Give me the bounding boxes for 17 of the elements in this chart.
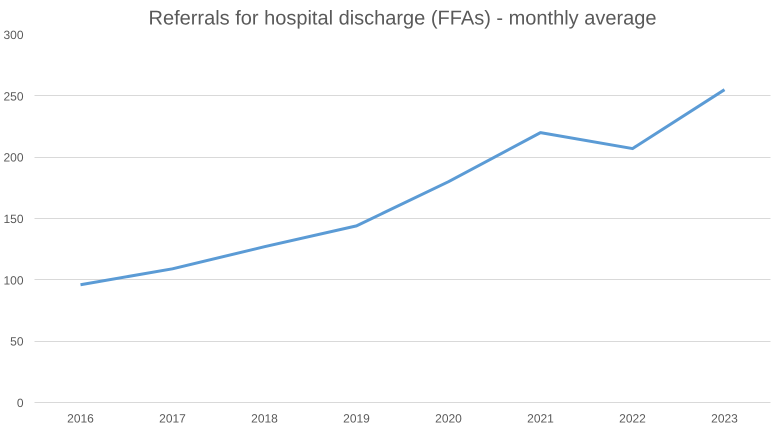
y-tick-label: 50 [10,334,24,349]
y-tick-label: 300 [3,28,24,42]
y-tick-label: 0 [16,396,24,410]
x-tick-label: 2023 [711,412,738,426]
y-tick-label: 150 [3,212,24,226]
x-tick-label: 2022 [619,412,646,426]
y-tick-label: 200 [3,150,24,165]
y-tick-label: 250 [3,89,24,104]
x-tick-label: 2016 [67,412,94,426]
line-series [79,88,726,286]
x-tick-label: 2017 [159,412,186,426]
x-tick-label: 2021 [527,412,554,426]
x-tick-label: 2019 [343,412,370,426]
chart-title: Referrals for hospital discharge (FFAs) - monthly average [148,8,656,30]
x-tick-label: 2018 [251,412,278,426]
y-tick-label: 100 [3,273,24,288]
x-tick-label: 2020 [435,412,462,426]
